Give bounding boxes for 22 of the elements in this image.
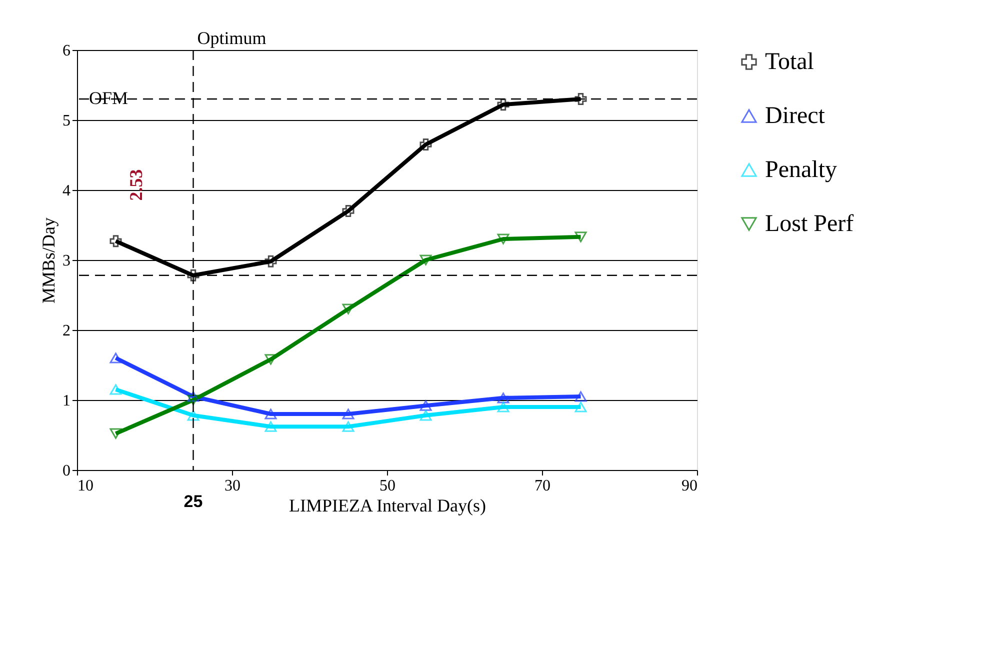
x-tick-label: 90 xyxy=(682,478,698,494)
y-axis-title: MMBs/Day xyxy=(38,217,58,304)
y-tick-label: 3 xyxy=(62,252,70,270)
legend-label: Lost Perf xyxy=(765,211,854,237)
y-tick-label: 0 xyxy=(62,462,70,480)
x-tick-label: 30 xyxy=(224,478,240,494)
y-tick-label: 1 xyxy=(62,392,70,410)
y-tick-label: 5 xyxy=(62,112,70,130)
y-tick-label: 2 xyxy=(62,322,70,340)
annotation: 2.53 xyxy=(126,169,146,201)
x-axis-title: LIMPIEZA Interval Day(s) xyxy=(289,496,486,516)
legend-label: Penalty xyxy=(765,157,837,183)
x-tick-label: 10 xyxy=(78,478,94,494)
annotation: 25 xyxy=(184,492,203,511)
legend-label: Total xyxy=(765,49,814,75)
x-tick-label: 70 xyxy=(534,478,550,494)
y-tick-label: 4 xyxy=(62,182,70,200)
ref-line-label: Optimum xyxy=(197,28,266,48)
y-tick-label: 6 xyxy=(62,42,70,60)
legend-label: Direct xyxy=(765,103,826,129)
ref-line-label: OFM xyxy=(89,88,128,108)
x-tick-label: 50 xyxy=(380,478,396,494)
